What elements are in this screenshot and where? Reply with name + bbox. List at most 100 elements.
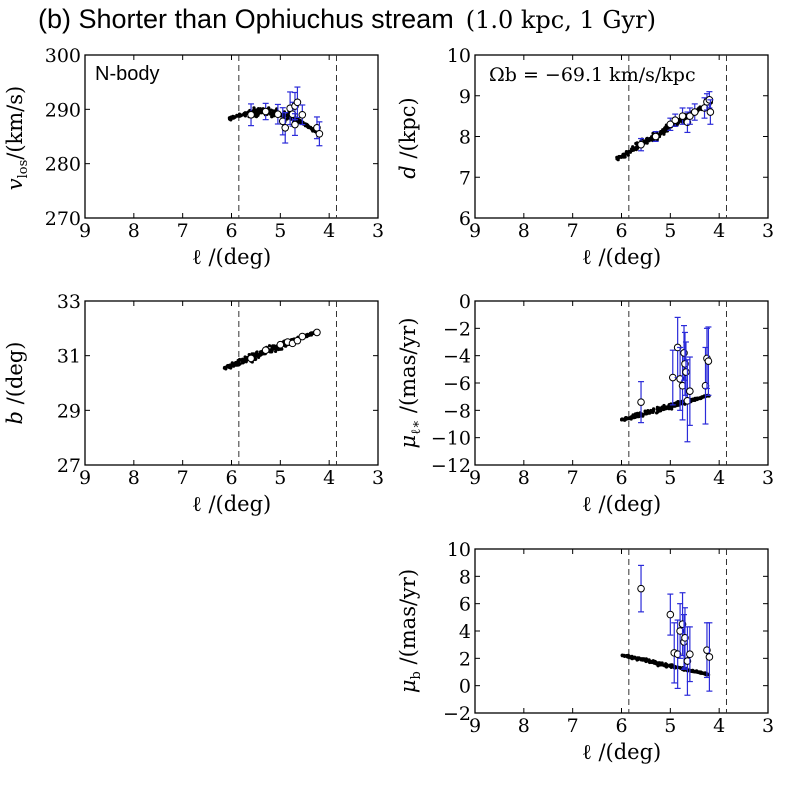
obs-point (704, 357, 713, 365)
sim-point (697, 670, 702, 674)
x-tick-label: 7 (567, 220, 579, 242)
x-tick-label: 3 (372, 220, 384, 242)
sim-point (233, 362, 237, 366)
sim-point (257, 355, 261, 359)
y-axis-label-main: v (3, 178, 27, 190)
y-axis-label: μℓ∗ /(mas/yr) (396, 317, 424, 448)
y-tick-label: 280 (45, 154, 81, 176)
x-tick-label: 3 (762, 220, 774, 242)
x-tick-label: 9 (79, 220, 91, 242)
x-tick-label: 5 (274, 220, 286, 242)
sim-point (268, 350, 272, 354)
obs-point (276, 340, 285, 349)
sim-point (228, 117, 232, 121)
obs-point (703, 646, 711, 654)
sim-point (694, 670, 698, 674)
figure-title: (b) Shorter than Ophiuchus stream (1.0 k… (38, 4, 656, 34)
y-axis-label-unit: /(mas/yr) (396, 317, 420, 419)
obs-point (651, 132, 660, 141)
obs-point (706, 108, 715, 116)
panel-annotation: N-body (95, 63, 159, 85)
x-tick-label: 5 (664, 715, 676, 737)
y-axis-label-sub: los (16, 160, 31, 179)
obs-point (637, 398, 645, 406)
obs-point (247, 110, 255, 119)
sim-point (269, 108, 273, 112)
obs-point (686, 112, 694, 120)
x-tick-label: 4 (713, 467, 725, 489)
figure-title-params: (1.0 kpc, 1 Gyr) (466, 6, 656, 34)
obs-point (278, 117, 287, 126)
sim-point (254, 357, 258, 361)
sim-point (270, 115, 274, 119)
x-tick-label: 8 (518, 467, 530, 489)
y-axis-label-main: μ (396, 435, 420, 449)
sim-point (626, 655, 630, 659)
plot-frame (474, 300, 769, 466)
obs-point (261, 346, 270, 355)
sim-point (274, 349, 278, 353)
obs-point (637, 140, 645, 149)
sim-point (278, 347, 282, 351)
obs-point (261, 107, 270, 116)
x-tick-label: 8 (128, 467, 140, 489)
y-tick-label: −8 (443, 400, 471, 422)
obs-point (666, 610, 675, 619)
x-tick-label: 4 (713, 220, 725, 242)
x-axis-label: ℓ /(deg) (192, 492, 272, 516)
x-tick-label: 5 (274, 467, 286, 489)
figure-title-prefix: (b) Shorter than Ophiuchus stream (38, 4, 454, 34)
y-tick-label: 300 (45, 45, 81, 67)
y-tick-label: −10 (431, 428, 471, 450)
sim-point (255, 350, 259, 355)
sim-point (270, 111, 274, 115)
x-tick-label: 4 (323, 220, 335, 242)
chart-panel-mub: 9 8 7 6 5 4 3 −2 0 2 4 6 8 10 ℓ /(deg) μb /(mas/yr) (396, 539, 774, 764)
x-tick-label: 6 (225, 467, 237, 489)
x-axis-label: ℓ /(deg) (582, 492, 662, 516)
sim-point (243, 355, 247, 359)
sim-point (651, 410, 655, 414)
sim-point (627, 149, 631, 153)
sim-point (256, 107, 260, 111)
plot-frame (474, 548, 769, 714)
y-tick-label: 33 (57, 291, 81, 313)
obs-point (274, 110, 282, 119)
obs-point (313, 328, 321, 337)
chart-panel-vlos: 9 8 7 6 5 4 3 270 280 290 300 ℓ /(deg) vlos/(km/s) N-… (3, 45, 384, 269)
sim-point (622, 653, 626, 658)
sim-point (649, 659, 653, 664)
y-tick-label: 8 (459, 127, 471, 149)
obs-point (281, 124, 290, 132)
obs-point (298, 332, 307, 341)
sim-point (653, 661, 657, 665)
x-tick-label: 4 (713, 715, 725, 737)
y-tick-label: 290 (45, 99, 81, 121)
y-tick-label: −2 (443, 703, 471, 725)
obs-point (681, 634, 689, 642)
x-tick-label: 6 (225, 220, 237, 242)
y-tick-label: 0 (459, 291, 471, 313)
sim-point (619, 154, 623, 159)
sim-point (224, 365, 228, 369)
x-tick-label: 6 (615, 715, 627, 737)
sim-point (662, 130, 667, 134)
sim-point (305, 333, 310, 337)
panel-annotation: Ωb = −69.1 km/s/kpc (489, 64, 696, 86)
sim-point (693, 396, 697, 400)
x-tick-label: 9 (469, 715, 481, 737)
sim-point (659, 130, 663, 134)
x-tick-label: 5 (664, 220, 676, 242)
sim-point (285, 113, 289, 117)
sim-point (254, 115, 259, 119)
sim-point (623, 417, 627, 421)
x-tick-label: 4 (323, 467, 335, 489)
sim-point (254, 111, 258, 115)
x-tick-label: 7 (177, 467, 189, 489)
sim-point (641, 658, 645, 662)
sim-point (657, 661, 661, 665)
sim-point (272, 346, 276, 350)
y-tick-label: 10 (447, 539, 471, 561)
